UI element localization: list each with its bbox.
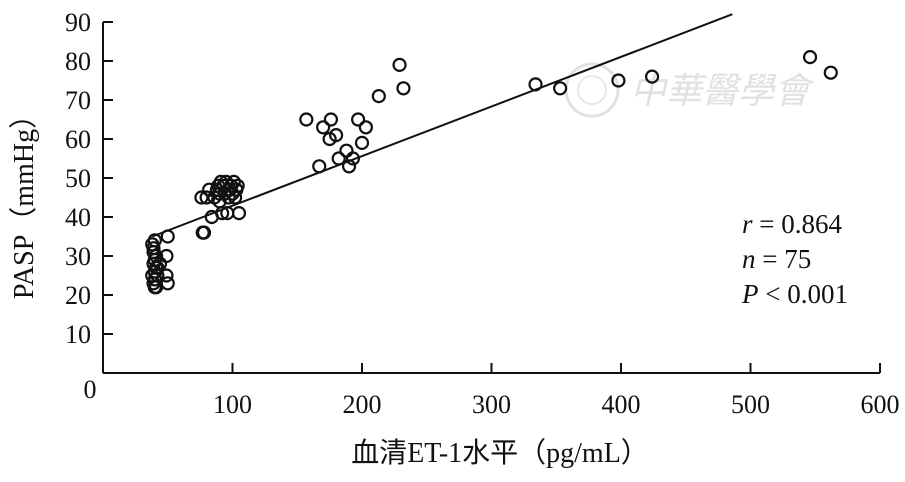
stat-p: P < 0.001 <box>741 279 848 309</box>
data-point <box>160 276 175 291</box>
data-point <box>371 88 386 104</box>
data-point <box>159 268 174 283</box>
data-point <box>339 143 354 158</box>
x-tick-label: 100 <box>213 390 252 419</box>
data-point <box>341 159 357 174</box>
data-point <box>323 112 339 127</box>
data-point <box>316 120 331 135</box>
data-point <box>802 49 818 65</box>
y-ticks: 10 20 30 40 50 60 70 80 90 <box>65 8 113 349</box>
y-tick-label: 80 <box>65 47 91 76</box>
stat-n-symbol: n <box>742 244 756 274</box>
stat-r-symbol: r <box>742 209 753 239</box>
data-point <box>312 159 327 174</box>
stat-p-symbol: P <box>741 279 759 309</box>
stat-n: n = 75 <box>742 244 811 274</box>
x-ticks: 0 100 200 300 400 500 600 <box>84 363 900 419</box>
y-tick-label: 10 <box>65 320 91 349</box>
x-tick-label: 200 <box>343 390 382 419</box>
data-point <box>160 229 175 244</box>
data-point <box>159 248 174 264</box>
stat-r-value: = 0.864 <box>753 209 843 239</box>
x-tick-label: 300 <box>472 390 511 419</box>
data-point <box>354 135 370 150</box>
x-axis-title: 血清ET-1水平（pg/mL） <box>351 437 649 469</box>
stat-r: r = 0.864 <box>742 209 842 239</box>
data-point <box>299 112 314 127</box>
data-point <box>644 69 660 84</box>
data-point <box>823 65 838 80</box>
data-point <box>528 77 543 92</box>
y-tick-label: 20 <box>65 281 91 310</box>
stat-p-value: < 0.001 <box>759 279 848 309</box>
data-point <box>358 120 373 135</box>
regression-line-group <box>151 13 733 238</box>
data-point <box>230 178 245 193</box>
data-point <box>329 128 344 143</box>
x-tick-label: 400 <box>602 390 641 419</box>
data-point <box>231 206 247 221</box>
data-point <box>396 81 411 96</box>
x-tick-label: 600 <box>861 390 900 419</box>
stats-annotation: r = 0.864 n = 75 P < 0.001 <box>741 209 848 309</box>
data-point <box>345 151 361 166</box>
x-tick-label: 500 <box>731 390 770 419</box>
watermark-text: 中華醫學會 <box>630 71 815 112</box>
y-tick-label: 30 <box>65 242 91 271</box>
data-point <box>351 112 366 127</box>
y-tick-label: 90 <box>65 8 91 37</box>
data-point <box>196 225 212 240</box>
data-point <box>331 151 346 166</box>
data-point <box>553 81 568 96</box>
x-tick-label: 0 <box>84 375 97 404</box>
y-tick-label: 40 <box>65 203 91 232</box>
y-tick-label: 70 <box>65 86 91 115</box>
data-point <box>392 57 407 73</box>
data-point <box>611 73 626 88</box>
data-point <box>199 190 214 205</box>
data-point <box>215 206 230 221</box>
y-tick-label: 60 <box>65 125 91 154</box>
data-points <box>145 49 838 295</box>
data-point <box>226 174 241 189</box>
stat-n-value: = 75 <box>756 244 812 274</box>
y-axis-title: PASP（mmHg） <box>8 101 40 299</box>
watermark: 中華醫學會 <box>564 62 815 118</box>
regression-line <box>151 13 733 238</box>
y-tick-label: 50 <box>65 164 91 193</box>
